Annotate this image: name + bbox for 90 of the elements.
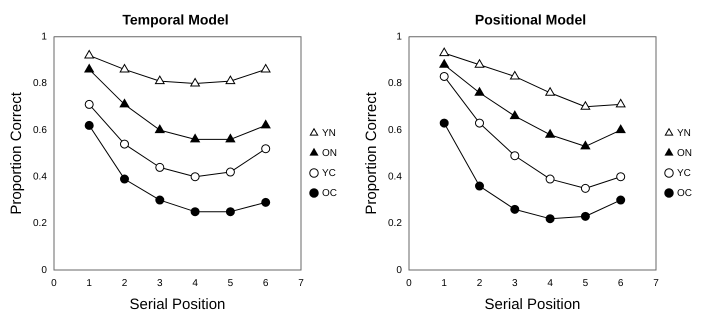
point [190,172,200,182]
point [546,174,555,184]
y-tick-label: 1 [41,32,48,43]
point [190,134,200,142]
chart-title: Positional Model [474,11,586,28]
point [154,76,165,84]
point [545,129,555,138]
x-tick-label: 3 [512,278,518,289]
point [84,50,94,58]
legend-label: OC [322,188,337,199]
point [616,124,626,134]
point [616,196,626,205]
legend-label: YN [322,128,336,139]
point [226,168,235,177]
point [120,174,129,184]
point [580,140,590,150]
point [155,162,164,172]
x-tick-label: 6 [618,278,624,289]
x-axis-title: Serial Position [484,296,580,314]
point [84,120,94,130]
point [510,110,520,120]
x-tick-label: 2 [122,278,128,289]
point [440,118,449,128]
point [226,134,236,142]
point [190,78,200,86]
y-axis-title: Proportion Correct [363,91,380,215]
y-tick-label: 0.2 [388,218,402,230]
point [546,214,555,224]
x-tick-label: 5 [228,278,234,289]
x-tick-label: 7 [298,278,304,289]
point [84,100,94,109]
legend-label: YC [677,168,691,179]
point [616,98,626,108]
x-tick-label: 6 [262,278,269,289]
point [226,207,235,216]
point [475,182,484,191]
x-tick-label: 5 [582,278,589,289]
point [510,70,520,80]
point [226,76,236,84]
point [545,87,555,96]
point [475,118,484,128]
point [154,124,165,134]
point [120,140,129,149]
x-tick-label: 1 [441,278,448,289]
point [155,196,164,205]
y-tick-label: 0.8 [388,78,402,90]
y-tick-label: 0.8 [32,78,48,90]
legend-label: ON [322,148,337,159]
x-tick-label: 3 [157,278,164,289]
point [260,64,271,72]
point [261,198,270,207]
y-axis-title: Proportion Correct [8,91,26,215]
y-tick-label: 0.4 [388,171,402,182]
y-tick-label: 0 [41,264,48,276]
legend-label: YC [322,168,336,179]
y-tick-label: 0 [396,264,402,276]
x-axis-title: Serial Position [130,296,226,314]
point [580,101,590,110]
point [84,64,94,72]
y-tick-label: 0.6 [32,124,48,136]
y-tick-label: 0.6 [388,124,402,136]
x-tick-label: 1 [86,278,92,289]
x-tick-label: 2 [476,278,483,289]
point [510,204,520,214]
chart-title: Temporal Model [122,11,229,28]
x-tick-label: 0 [51,278,58,289]
x-tick-label: 0 [406,278,412,289]
point [616,172,626,182]
point [580,184,590,193]
point [474,87,484,96]
point [439,59,450,68]
point [510,151,520,160]
y-tick-label: 1 [396,32,402,43]
y-tick-label: 0.2 [32,218,48,230]
legend-label: OC [677,188,692,199]
point [120,98,130,108]
legend-label: ON [677,148,692,159]
x-tick-label: 7 [653,278,660,289]
point [474,59,484,68]
point [439,48,450,56]
point [440,72,449,81]
point [261,144,270,154]
y-tick-label: 0.4 [32,171,48,182]
legend-label: YN [677,128,691,139]
x-tick-label: 4 [192,278,198,289]
point [580,212,590,221]
point [190,207,200,216]
x-tick-label: 4 [547,278,554,289]
point [120,64,130,72]
point [260,120,271,128]
